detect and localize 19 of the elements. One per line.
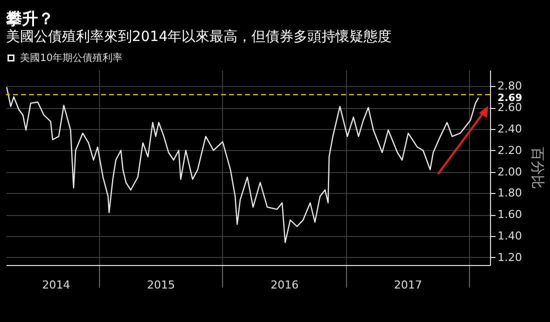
y-tick-label: 2.00 [498, 165, 522, 178]
x-tick-label: 2014 [42, 278, 70, 292]
y-tick-label: 2.20 [498, 144, 522, 157]
chart-title: 攀升？ [5, 9, 54, 28]
y-tick-label: 1.60 [498, 208, 522, 222]
y-tick-label: 1.40 [498, 230, 522, 243]
x-tick-label: 2017 [394, 278, 422, 292]
legend-label: 美國10年期公債殖利率 [20, 52, 123, 64]
y-tick-label: 2.80 [498, 80, 522, 93]
y-tick-label: 1.20 [498, 251, 522, 264]
x-tick-label: 2015 [146, 278, 175, 292]
annotation: 2.69 [498, 92, 522, 104]
y-axis-title: 百分比 [528, 147, 545, 189]
x-tick-label: 2016 [270, 278, 299, 292]
y-tick-label: 2.60 [498, 101, 522, 114]
chart-subtitle: 美國公債殖利率來到2014年以來最高，但債券多頭持懷疑態度 [6, 29, 392, 45]
y-tick-label: 1.80 [498, 186, 522, 200]
y-tick-label: 2.40 [498, 122, 522, 136]
line-series [6, 86, 480, 244]
